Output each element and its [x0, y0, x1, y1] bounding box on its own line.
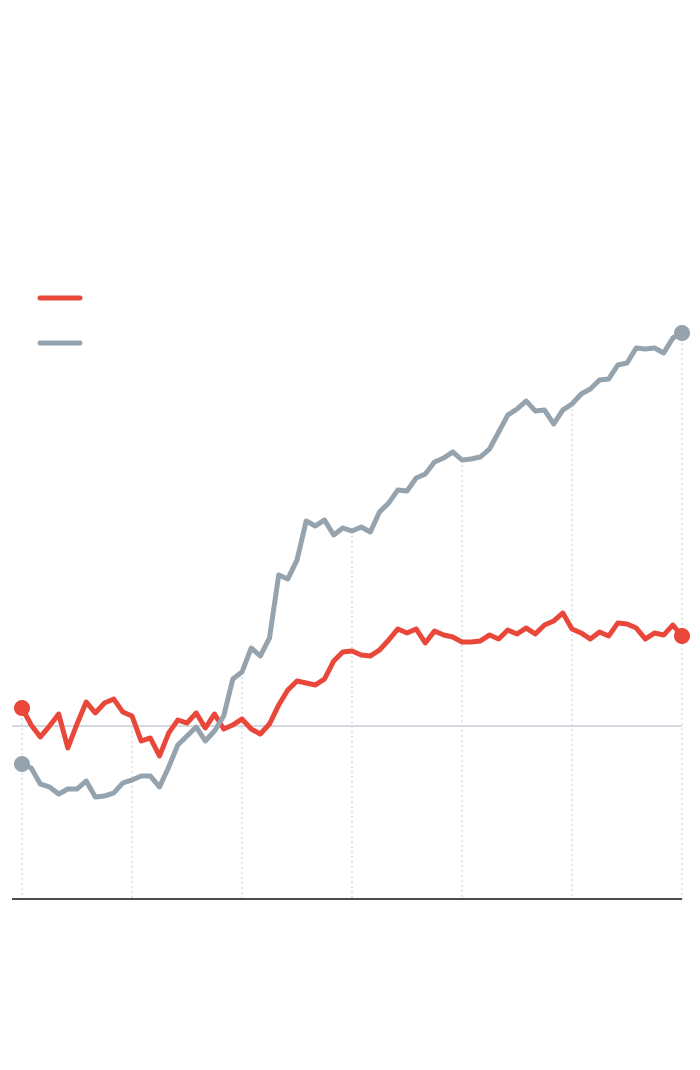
series-line — [19, 610, 685, 759]
end-point — [14, 756, 30, 772]
end-point — [674, 325, 690, 341]
series-line — [19, 330, 685, 800]
end-point — [674, 628, 690, 644]
end-point — [14, 700, 30, 716]
